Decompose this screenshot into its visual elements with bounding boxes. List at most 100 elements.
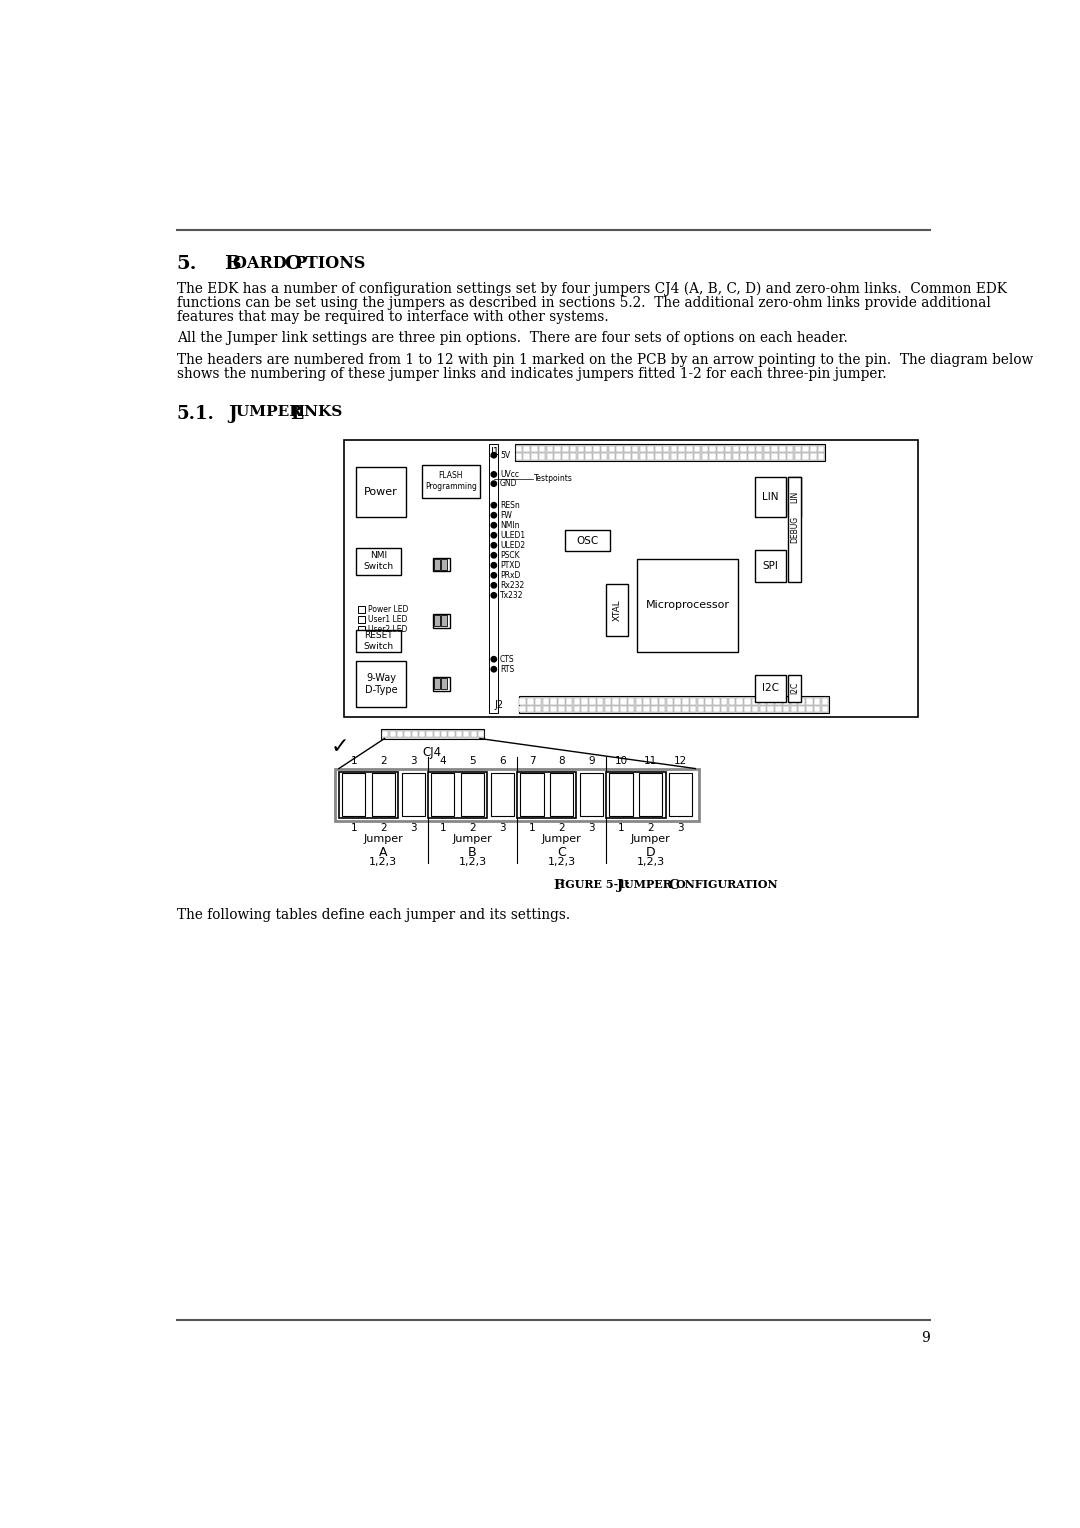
Bar xyxy=(636,706,643,712)
Bar xyxy=(752,706,758,712)
Bar xyxy=(382,730,389,736)
Bar xyxy=(786,446,794,452)
Bar xyxy=(535,698,541,704)
Bar xyxy=(627,706,634,712)
Bar xyxy=(515,454,522,460)
Bar xyxy=(814,698,821,704)
Text: Tx232: Tx232 xyxy=(500,591,524,601)
Bar xyxy=(518,697,828,714)
Text: UMPER: UMPER xyxy=(235,405,307,419)
Text: 5.1.: 5.1. xyxy=(177,405,215,423)
Text: Jumper: Jumper xyxy=(631,834,671,843)
Text: J: J xyxy=(228,405,237,423)
Bar xyxy=(419,730,426,736)
Bar xyxy=(428,772,487,817)
Bar xyxy=(531,446,538,452)
Bar xyxy=(527,698,534,704)
Text: FW: FW xyxy=(500,510,512,520)
Bar xyxy=(725,454,731,460)
Bar xyxy=(566,706,572,712)
Bar xyxy=(478,730,484,736)
Circle shape xyxy=(491,562,497,568)
Bar xyxy=(397,730,403,736)
Text: 2: 2 xyxy=(380,824,387,833)
Bar xyxy=(671,446,677,452)
Bar xyxy=(822,698,828,704)
Text: Jumper: Jumper xyxy=(364,834,403,843)
Bar xyxy=(441,616,446,626)
Bar xyxy=(345,440,918,717)
Circle shape xyxy=(491,523,497,529)
Bar xyxy=(710,454,716,460)
Bar xyxy=(810,454,816,460)
Circle shape xyxy=(491,542,497,549)
Text: PTXD: PTXD xyxy=(500,561,521,570)
Bar xyxy=(674,706,681,712)
Text: 1,2,3: 1,2,3 xyxy=(637,857,665,866)
Text: 3: 3 xyxy=(588,824,595,833)
Text: 11: 11 xyxy=(644,756,658,766)
Bar xyxy=(651,706,658,712)
Text: I2C: I2C xyxy=(762,683,779,694)
Bar xyxy=(593,454,599,460)
Text: 1: 1 xyxy=(440,824,446,833)
Bar xyxy=(570,454,577,460)
Bar xyxy=(335,769,699,821)
Bar xyxy=(590,706,596,712)
Text: 9: 9 xyxy=(588,756,595,766)
Text: F: F xyxy=(554,879,563,892)
Text: C: C xyxy=(669,879,678,892)
Bar xyxy=(639,446,646,452)
Text: features that may be required to interface with other systems.: features that may be required to interfa… xyxy=(177,310,608,324)
Text: PSCK: PSCK xyxy=(500,550,519,559)
Bar xyxy=(605,698,611,704)
Bar xyxy=(791,698,797,704)
Text: ULED2: ULED2 xyxy=(500,541,525,550)
Bar xyxy=(620,706,626,712)
Bar xyxy=(818,446,824,452)
Bar xyxy=(786,454,794,460)
Bar xyxy=(663,454,670,460)
Text: J2: J2 xyxy=(494,700,503,709)
Bar xyxy=(519,706,526,712)
Bar xyxy=(600,446,607,452)
Bar xyxy=(725,446,731,452)
Bar xyxy=(542,706,550,712)
Bar xyxy=(779,454,785,460)
Text: Power: Power xyxy=(364,487,397,497)
Bar xyxy=(434,678,440,689)
Text: A: A xyxy=(379,845,388,859)
Circle shape xyxy=(491,657,497,662)
Bar xyxy=(756,446,762,452)
Text: 8: 8 xyxy=(558,756,565,766)
Bar xyxy=(666,706,673,712)
Bar xyxy=(380,729,484,738)
Bar xyxy=(356,466,406,516)
Bar xyxy=(798,706,805,712)
Bar xyxy=(775,706,782,712)
Bar xyxy=(580,773,603,816)
Text: DEBUG: DEBUG xyxy=(791,516,799,542)
Bar xyxy=(356,547,401,575)
Text: 2: 2 xyxy=(647,824,654,833)
Text: User2 LED: User2 LED xyxy=(368,625,407,634)
Bar xyxy=(674,698,681,704)
Text: 1,2,3: 1,2,3 xyxy=(548,857,576,866)
Bar xyxy=(558,698,565,704)
Bar xyxy=(342,773,365,816)
Text: OARD: OARD xyxy=(233,255,293,272)
Bar xyxy=(612,698,619,704)
Text: O: O xyxy=(284,255,301,274)
Circle shape xyxy=(491,582,497,588)
Bar xyxy=(755,477,786,516)
Text: The headers are numbered from 1 to 12 with pin 1 marked on the PCB by an arrow p: The headers are numbered from 1 to 12 wi… xyxy=(177,353,1032,367)
Bar xyxy=(600,454,607,460)
Bar xyxy=(748,454,755,460)
Text: CTS: CTS xyxy=(500,654,515,663)
Text: RESn: RESn xyxy=(500,501,519,510)
Bar xyxy=(551,706,557,712)
Bar xyxy=(744,706,751,712)
Circle shape xyxy=(491,481,497,486)
Bar xyxy=(620,698,626,704)
Text: 3: 3 xyxy=(409,756,417,766)
